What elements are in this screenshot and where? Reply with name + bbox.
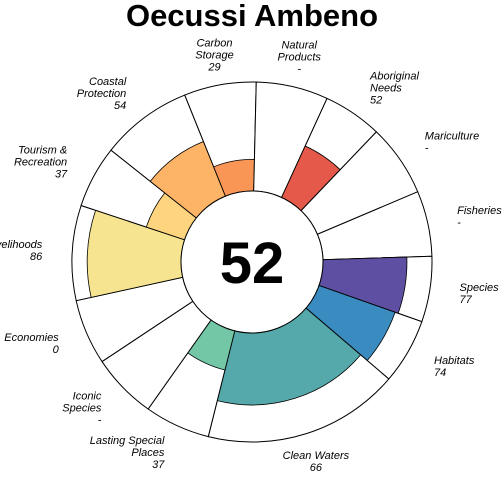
petal-label-lasting-special-places: Places [131, 447, 165, 459]
petal-label-mariculture: Mariculture [425, 131, 479, 143]
petal-label-economies: Economies [4, 332, 59, 344]
petal-label-tourism-and-recreation: Tourism & [18, 144, 67, 156]
petal-score-mariculture: - [425, 143, 429, 155]
petal-label-habitats: Habitats [434, 355, 475, 367]
petal-label-iconic-species: Iconic [73, 390, 102, 402]
petal-score-lasting-special-places: 37 [152, 459, 165, 471]
petal-score-clean-waters: 66 [310, 462, 323, 474]
petal-score-iconic-species: - [98, 414, 102, 426]
petal-score-livelihoods: 86 [30, 251, 43, 263]
petal-label-species: Species [460, 282, 500, 294]
petal-score-habitats: 74 [434, 367, 446, 379]
petal-score-aboriginal-needs: 52 [370, 94, 382, 106]
petal-score-carbon-storage: 29 [207, 61, 220, 73]
petal-score-species: 77 [460, 294, 473, 306]
petal-label-livelihoods: Livelihoods [0, 239, 43, 251]
petal-label-aboriginal-needs: Aboriginal [369, 70, 419, 82]
petal-score-tourism-and-recreation: 37 [55, 168, 68, 180]
petal-score-economies: 0 [53, 344, 60, 356]
petal-label-tourism-and-recreation: Recreation [14, 156, 67, 168]
petal-label-aboriginal-needs: Needs [370, 82, 402, 94]
center-score: 52 [220, 231, 285, 296]
petal-label-lasting-special-places: Lasting Special [90, 435, 165, 447]
petal-label-coastal-protection: Coastal [89, 76, 127, 88]
petal-score-fisheries: - [457, 217, 461, 229]
petal-label-carbon-storage: Storage [195, 49, 234, 61]
petal-label-iconic-species: Species [62, 402, 102, 414]
petal-score-coastal-protection: 54 [114, 100, 126, 112]
petal-label-clean-waters: Clean Waters [283, 450, 350, 462]
petal-label-carbon-storage: Carbon [196, 37, 232, 49]
petal-label-natural-products: Natural [281, 39, 317, 51]
petal-label-coastal-protection: Protection [77, 88, 127, 100]
petal-label-fisheries: Fisheries [457, 205, 502, 217]
chart-title: Oecussi Ambeno [126, 0, 378, 33]
petal-score-natural-products: - [297, 63, 301, 75]
petal-label-natural-products: Products [277, 51, 321, 63]
